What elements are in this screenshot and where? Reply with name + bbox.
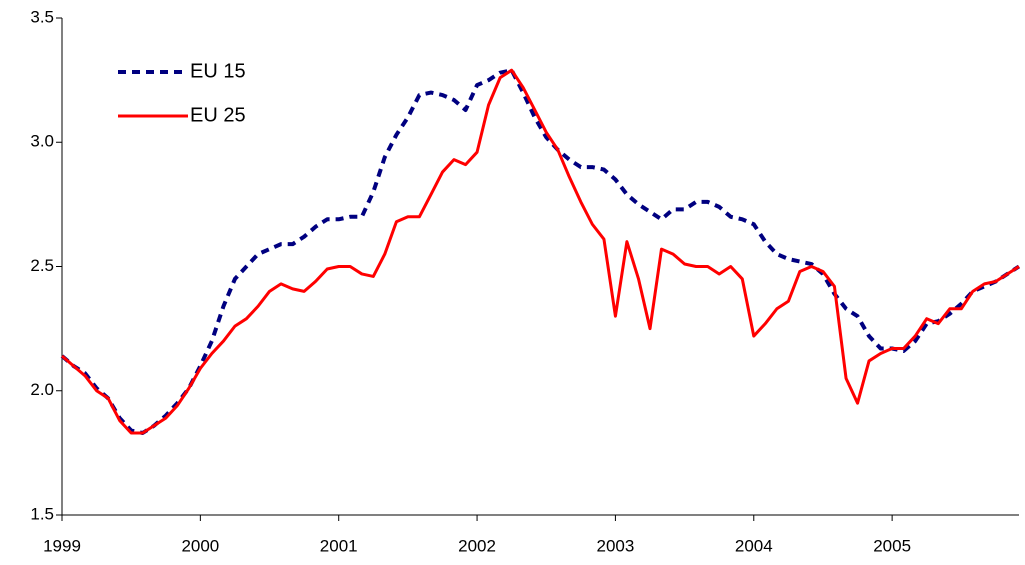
x-tick-label: 2005 (873, 536, 911, 555)
x-tick-label: 2000 (181, 536, 219, 555)
legend-label: EU 25 (190, 104, 246, 126)
y-tick-label: 1.5 (30, 504, 54, 523)
y-tick-label: 3.0 (30, 132, 54, 151)
x-tick-label: 1999 (43, 536, 81, 555)
x-tick-label: 2002 (458, 536, 496, 555)
x-tick-label: 2003 (597, 536, 635, 555)
y-tick-label: 2.0 (30, 380, 54, 399)
series-line (61, 68, 1020, 435)
y-tick-label: 2.5 (30, 256, 54, 275)
x-tick-label: 2001 (320, 536, 358, 555)
legend-label: EU 15 (190, 60, 246, 82)
x-tick-label: 2004 (735, 536, 773, 555)
y-tick-label: 3.5 (30, 7, 54, 26)
series-line (60, 68, 1021, 435)
